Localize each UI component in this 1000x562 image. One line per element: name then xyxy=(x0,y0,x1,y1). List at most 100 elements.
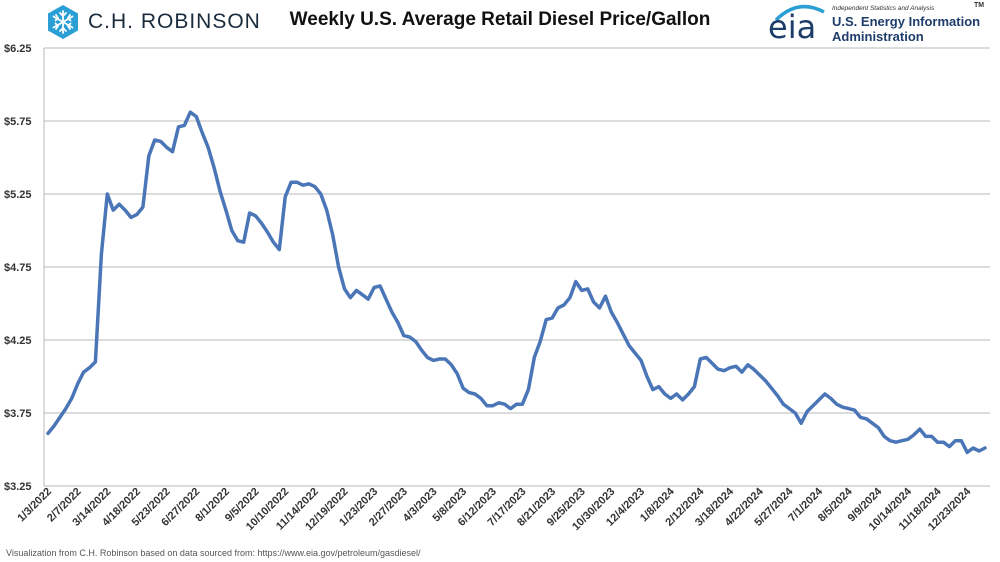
data-point xyxy=(379,285,382,287)
data-point xyxy=(752,368,755,371)
data-point xyxy=(88,366,91,369)
series-layer xyxy=(46,110,987,455)
data-point xyxy=(112,209,115,212)
data-point xyxy=(669,397,672,400)
data-point xyxy=(396,321,399,324)
data-point xyxy=(640,359,642,362)
data-point xyxy=(402,334,405,337)
data-point xyxy=(663,393,666,395)
y-tick-label: $4.75 xyxy=(4,262,32,274)
data-point xyxy=(171,150,174,153)
data-point xyxy=(503,403,506,406)
y-tick-label: $5.25 xyxy=(4,189,32,201)
data-point xyxy=(794,412,797,414)
data-point xyxy=(800,422,803,425)
data-point xyxy=(930,435,933,438)
data-point xyxy=(468,391,471,394)
data-point xyxy=(978,450,981,452)
data-point xyxy=(598,306,601,309)
data-point xyxy=(331,233,334,236)
data-point xyxy=(272,241,275,244)
data-point xyxy=(681,398,684,401)
data-point xyxy=(877,426,880,429)
data-point xyxy=(124,209,127,212)
data-point xyxy=(248,212,251,214)
data-point xyxy=(717,368,720,371)
y-tick-label: $6.25 xyxy=(4,43,32,55)
company-name: C.H. ROBINSON xyxy=(88,10,261,33)
data-point xyxy=(776,394,779,397)
data-point xyxy=(201,131,204,134)
data-point xyxy=(450,363,453,366)
data-point xyxy=(58,416,61,419)
data-point xyxy=(236,239,239,242)
data-point xyxy=(835,403,838,406)
data-point xyxy=(960,439,963,442)
data-point xyxy=(562,304,565,306)
data-point xyxy=(782,403,785,406)
data-point xyxy=(574,280,577,283)
data-point xyxy=(883,435,886,438)
data-point xyxy=(337,266,340,268)
data-point xyxy=(580,289,583,292)
chr-snowflake-icon xyxy=(48,5,78,39)
data-point xyxy=(806,410,809,413)
source-note: Visualization from C.H. Robinson based o… xyxy=(6,548,421,558)
data-point xyxy=(47,432,49,435)
data-point xyxy=(889,439,892,442)
data-point xyxy=(871,422,874,425)
data-point xyxy=(740,371,743,374)
data-point xyxy=(764,379,767,382)
chart-title: Weekly U.S. Average Retail Diesel Price/… xyxy=(289,9,711,30)
data-point xyxy=(361,293,364,296)
data-point xyxy=(746,363,749,366)
data-point xyxy=(924,435,927,438)
data-point xyxy=(610,311,613,314)
data-point xyxy=(586,287,589,290)
data-point xyxy=(788,407,791,410)
chr-logo: C.H. ROBINSON xyxy=(46,4,261,40)
data-point xyxy=(568,296,571,299)
data-point xyxy=(100,252,103,255)
data-point xyxy=(266,231,269,233)
data-point xyxy=(408,336,411,339)
data-point xyxy=(527,388,530,391)
data-point xyxy=(901,439,903,442)
data-point xyxy=(918,428,921,431)
data-point xyxy=(853,409,856,412)
data-point xyxy=(195,115,198,118)
data-point xyxy=(82,371,85,374)
data-point xyxy=(812,404,814,407)
data-point xyxy=(438,358,441,360)
eia-wordmark: eia xyxy=(768,8,817,46)
data-point xyxy=(954,439,957,442)
data-point xyxy=(278,248,281,251)
data-point xyxy=(491,404,494,407)
data-point xyxy=(545,318,548,321)
data-point xyxy=(118,203,121,206)
eia-name-line2: Administration xyxy=(832,29,924,44)
data-point xyxy=(349,296,352,299)
data-point xyxy=(94,360,97,363)
data-point xyxy=(260,222,263,225)
chart-header: C.H. ROBINSON Weekly U.S. Average Retail… xyxy=(0,0,1000,46)
data-point xyxy=(183,124,186,127)
data-point xyxy=(319,193,322,195)
data-point xyxy=(385,298,387,301)
data-point xyxy=(509,407,512,410)
data-point xyxy=(485,404,488,407)
data-point xyxy=(130,216,132,219)
data-point xyxy=(479,397,482,400)
data-point xyxy=(699,358,702,360)
data-point xyxy=(646,375,648,378)
data-point xyxy=(224,209,227,212)
data-point xyxy=(373,286,376,289)
data-point xyxy=(912,433,915,436)
data-point xyxy=(616,321,619,324)
data-point xyxy=(325,209,328,212)
data-point xyxy=(426,356,429,359)
data-point xyxy=(70,397,73,400)
data-point xyxy=(622,333,625,336)
data-point xyxy=(367,298,370,301)
eia-agency-name: U.S. Energy Information Administration xyxy=(832,14,980,44)
